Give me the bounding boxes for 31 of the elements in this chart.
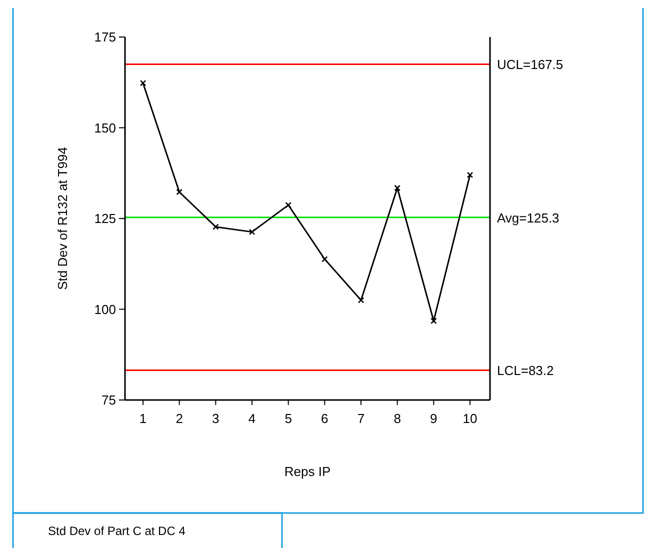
point: [430, 318, 437, 324]
x-tick-label: 7: [357, 411, 365, 426]
x-tick-label: 3: [212, 411, 220, 426]
x-tick-label: 8: [394, 411, 401, 426]
x-tick-label: 4: [248, 411, 256, 426]
ref-line-label: UCL=167.5: [497, 57, 564, 72]
point: [140, 80, 146, 86]
y-tick-label: 75: [102, 392, 116, 408]
point: [322, 256, 328, 262]
point: [212, 224, 219, 230]
point: [466, 172, 474, 178]
y-axis-title: Std Dev of R132 at T994: [55, 147, 70, 290]
x-axis-title: Reps IP: [284, 464, 331, 479]
x-tick-label: 1: [139, 411, 147, 426]
point: [358, 297, 364, 304]
point: [285, 202, 292, 208]
x-tick-label: 6: [321, 411, 328, 426]
x-tick-label: 10: [462, 411, 478, 426]
y-tick-label: 150: [94, 120, 116, 136]
y-tick-label: 100: [94, 302, 116, 317]
x-tick-label: 2: [176, 411, 183, 426]
ref-line-label: Avg=125.3: [497, 210, 560, 226]
text: Std Dev of Part C at DC 4: [48, 524, 186, 538]
point: [394, 184, 400, 192]
point: [176, 188, 182, 196]
x-tick-label: 5: [284, 411, 292, 426]
point: [248, 228, 256, 236]
y-tick-label: 125: [94, 211, 116, 226]
y-tick-label: 175: [94, 30, 116, 44]
ref-line-label: LCL=83.2: [497, 363, 554, 378]
x-tick-label: 9: [430, 411, 438, 426]
